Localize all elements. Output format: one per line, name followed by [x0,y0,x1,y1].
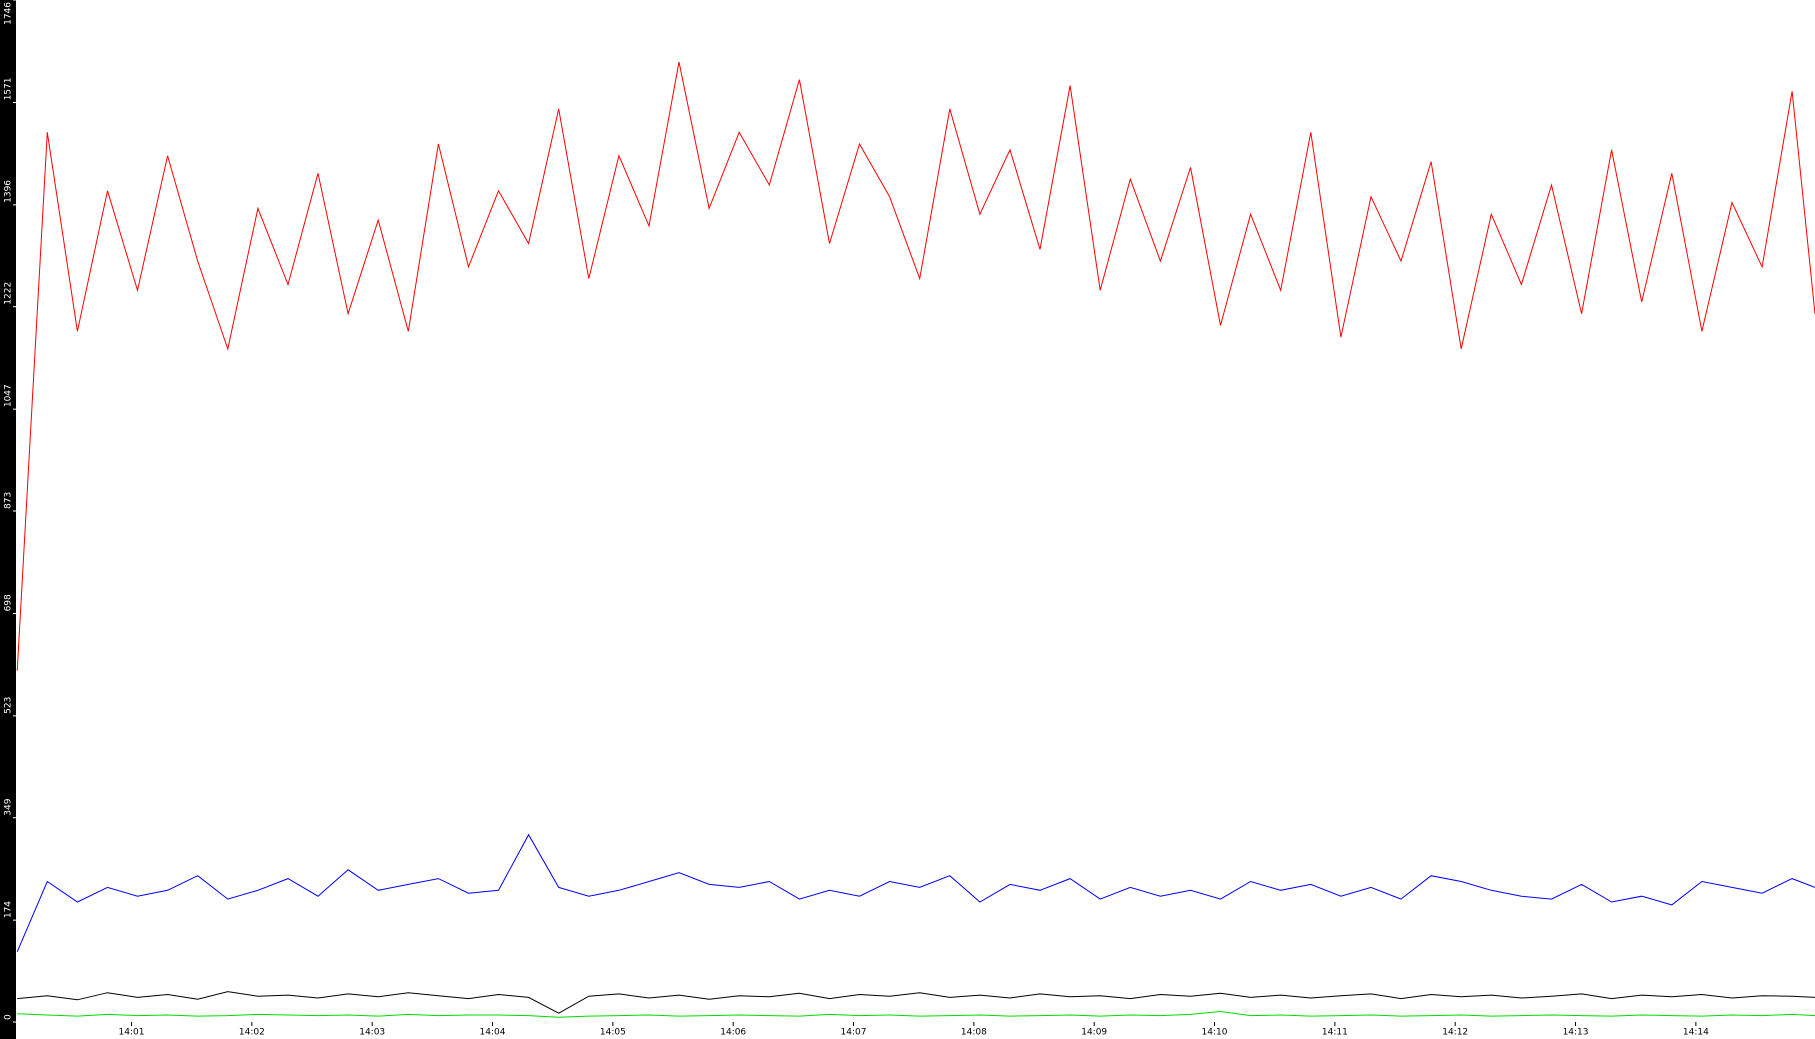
y-tick-label: 174 [4,901,14,918]
x-tick-label: 14:14 [1683,1028,1709,1038]
x-tick-label: 14:07 [841,1028,867,1038]
x-tick-label: 14:04 [480,1028,506,1038]
y-tick-label: 1746 [4,2,14,25]
y-tick-label: 523 [4,697,14,714]
x-tick-label: 14:09 [1081,1028,1107,1038]
x-tick-label: 14:05 [600,1028,626,1038]
x-tick-label: 14:10 [1202,1028,1228,1038]
x-tick-label: 14:12 [1442,1028,1468,1038]
series-line [16,61,1815,671]
series-line [16,833,1815,952]
y-axis-strip [0,0,16,1039]
x-tick-label: 14:11 [1322,1028,1348,1038]
series-line [17,991,1815,1014]
x-tick-label: 14:06 [720,1028,746,1038]
y-tick-label: 349 [4,798,14,815]
x-tick-label: 14:08 [961,1028,987,1038]
y-tick-label: 1047 [4,384,14,407]
y-tick-label: 1222 [4,282,14,305]
y-tick-label: 0 [4,1014,14,1020]
x-tick-label: 14:02 [239,1028,265,1038]
y-tick-label: 873 [4,492,14,509]
x-tick-label: 14:13 [1563,1028,1589,1038]
y-tick-label: 1571 [4,78,14,101]
series-line [17,1010,1815,1018]
y-tick-label: 1396 [4,180,14,203]
y-tick-label: 698 [4,594,14,611]
x-tick-label: 14:03 [359,1028,385,1038]
x-tick-label: 14:01 [119,1028,145,1038]
